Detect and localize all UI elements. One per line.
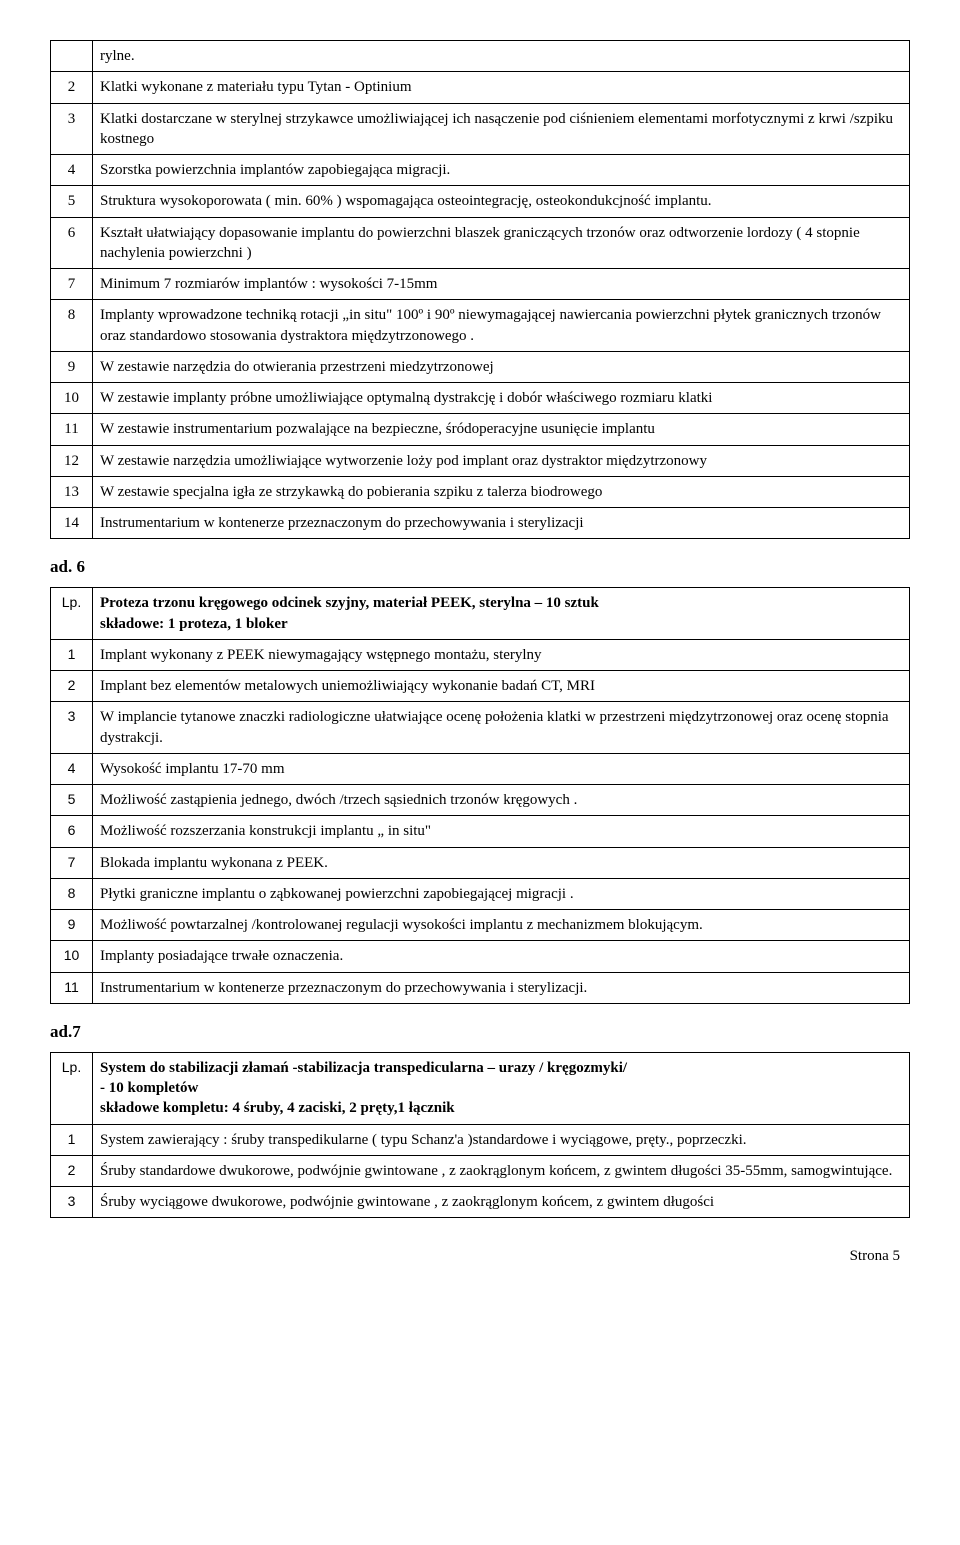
row-text: Kształt ułatwiający dopasowanie implantu…	[93, 217, 910, 269]
table-row: 8Płytki graniczne implantu o ząbkowanej …	[51, 878, 910, 909]
table-row: 2Śruby standardowe dwukorowe, podwójnie …	[51, 1155, 910, 1186]
row-number: 4	[51, 753, 93, 784]
row-number: 8	[51, 878, 93, 909]
row-text: Implanty posiadające trwałe oznaczenia.	[93, 941, 910, 972]
row-text: Możliwość powtarzalnej /kontrolowanej re…	[93, 910, 910, 941]
row-text: Implant bez elementów metalowych uniemoż…	[93, 671, 910, 702]
row-text: Możliwość rozszerzania konstrukcji impla…	[93, 816, 910, 847]
table-title-line3: składowe kompletu: 4 śruby, 4 zaciski, 2…	[100, 1100, 455, 1116]
table-row: 4Wysokość implantu 17-70 mm	[51, 753, 910, 784]
row-text: W zestawie implanty próbne umożliwiające…	[93, 383, 910, 414]
row-number: 14	[51, 508, 93, 539]
row-number: 9	[51, 351, 93, 382]
table-row: 1System zawierający : śruby transpedikul…	[51, 1124, 910, 1155]
row-text: Wysokość implantu 17-70 mm	[93, 753, 910, 784]
table-row: 5Struktura wysokoporowata ( min. 60% ) w…	[51, 186, 910, 217]
row-number: 7	[51, 847, 93, 878]
row-number: 11	[51, 972, 93, 1003]
table-row: 2Implant bez elementów metalowych uniemo…	[51, 671, 910, 702]
row-text: Płytki graniczne implantu o ząbkowanej p…	[93, 878, 910, 909]
table-row: 7Blokada implantu wykonana z PEEK.	[51, 847, 910, 878]
row-number	[51, 41, 93, 72]
row-number: 1	[51, 1124, 93, 1155]
row-text: Minimum 7 rozmiarów implantów : wysokośc…	[93, 269, 910, 300]
row-number: 10	[51, 383, 93, 414]
row-number: 12	[51, 445, 93, 476]
row-text: W zestawie instrumentarium pozwalające n…	[93, 414, 910, 445]
table-row: rylne.	[51, 41, 910, 72]
lp-header: Lp.	[51, 1052, 93, 1124]
table-title: Proteza trzonu kręgowego odcinek szyjny,…	[100, 595, 599, 611]
row-text: Możliwość zastąpienia jednego, dwóch /tr…	[93, 785, 910, 816]
row-number: 3	[51, 702, 93, 754]
row-text: Śruby wyciągowe dwukorowe, podwójnie gwi…	[93, 1187, 910, 1218]
row-number: 2	[51, 671, 93, 702]
table-row: 13W zestawie specjalna igła ze strzykawk…	[51, 476, 910, 507]
table-row: 3Klatki dostarczane w sterylnej strzykaw…	[51, 103, 910, 155]
table-row: 7Minimum 7 rozmiarów implantów : wysokoś…	[51, 269, 910, 300]
row-text: Instrumentarium w kontenerze przeznaczon…	[93, 508, 910, 539]
row-number: 2	[51, 1155, 93, 1186]
table-row: 1Implant wykonany z PEEK niewymagający w…	[51, 639, 910, 670]
row-text: Klatki dostarczane w sterylnej strzykawc…	[93, 103, 910, 155]
row-number: 13	[51, 476, 93, 507]
row-number: 4	[51, 155, 93, 186]
table-row: 10Implanty posiadające trwałe oznaczenia…	[51, 941, 910, 972]
table-row: 6Kształt ułatwiający dopasowanie implant…	[51, 217, 910, 269]
table-row: 9Możliwość powtarzalnej /kontrolowanej r…	[51, 910, 910, 941]
row-text: rylne.	[93, 41, 910, 72]
row-number: 3	[51, 103, 93, 155]
row-number: 6	[51, 816, 93, 847]
table-ad6: Lp. Proteza trzonu kręgowego odcinek szy…	[50, 587, 910, 1004]
table-title-cell: Proteza trzonu kręgowego odcinek szyjny,…	[93, 588, 910, 640]
table-row: 12W zestawie narzędzia umożliwiające wyt…	[51, 445, 910, 476]
row-number: 5	[51, 785, 93, 816]
section-heading-ad6: ad. 6	[50, 557, 910, 577]
table-row: 6Możliwość rozszerzania konstrukcji impl…	[51, 816, 910, 847]
row-text: Instrumentarium w kontenerze przeznaczon…	[93, 972, 910, 1003]
table-continuation: rylne.2Klatki wykonane z materiału typu …	[50, 40, 910, 539]
table-row: 3W implancie tytanowe znaczki radiologic…	[51, 702, 910, 754]
table-title-line1: System do stabilizacji złamań -stabiliza…	[100, 1060, 627, 1076]
table-row: 5Możliwość zastąpienia jednego, dwóch /t…	[51, 785, 910, 816]
row-number: 10	[51, 941, 93, 972]
row-number: 9	[51, 910, 93, 941]
table-row: 3Śruby wyciągowe dwukorowe, podwójnie gw…	[51, 1187, 910, 1218]
row-text: Klatki wykonane z materiału typu Tytan -…	[93, 72, 910, 103]
table-row: 14Instrumentarium w kontenerze przeznacz…	[51, 508, 910, 539]
row-number: 6	[51, 217, 93, 269]
row-number: 2	[51, 72, 93, 103]
row-text: Szorstka powierzchnia implantów zapobieg…	[93, 155, 910, 186]
row-number: 11	[51, 414, 93, 445]
row-text: W zestawie narzędzia umożliwiające wytwo…	[93, 445, 910, 476]
table-subtitle: składowe: 1 proteza, 1 bloker	[100, 616, 288, 632]
table-title-line2: - 10 kompletów	[100, 1080, 198, 1096]
lp-header: Lp.	[51, 588, 93, 640]
row-number: 8	[51, 300, 93, 352]
table-row: 11W zestawie instrumentarium pozwalające…	[51, 414, 910, 445]
row-text: Blokada implantu wykonana z PEEK.	[93, 847, 910, 878]
table-row: 2Klatki wykonane z materiału typu Tytan …	[51, 72, 910, 103]
table-row: 11Instrumentarium w kontenerze przeznacz…	[51, 972, 910, 1003]
section-heading-ad7: ad.7	[50, 1022, 910, 1042]
row-number: 1	[51, 639, 93, 670]
table-row: 4Szorstka powierzchnia implantów zapobie…	[51, 155, 910, 186]
row-text: W zestawie specjalna igła ze strzykawką …	[93, 476, 910, 507]
table-ad7: Lp. System do stabilizacji złamań -stabi…	[50, 1052, 910, 1219]
table-title-cell: System do stabilizacji złamań -stabiliza…	[93, 1052, 910, 1124]
table-row: 8Implanty wprowadzone techniką rotacji „…	[51, 300, 910, 352]
row-number: 7	[51, 269, 93, 300]
table-row: 10W zestawie implanty próbne umożliwiają…	[51, 383, 910, 414]
row-text: Implant wykonany z PEEK niewymagający ws…	[93, 639, 910, 670]
row-text: Śruby standardowe dwukorowe, podwójnie g…	[93, 1155, 910, 1186]
row-number: 3	[51, 1187, 93, 1218]
row-text: Struktura wysokoporowata ( min. 60% ) ws…	[93, 186, 910, 217]
row-number: 5	[51, 186, 93, 217]
row-text: System zawierający : śruby transpedikula…	[93, 1124, 910, 1155]
row-text: W zestawie narzędzia do otwierania przes…	[93, 351, 910, 382]
page-footer: Strona 5	[50, 1248, 910, 1265]
row-text: W implancie tytanowe znaczki radiologicz…	[93, 702, 910, 754]
table-row: 9W zestawie narzędzia do otwierania prze…	[51, 351, 910, 382]
row-text: Implanty wprowadzone techniką rotacji „i…	[93, 300, 910, 352]
